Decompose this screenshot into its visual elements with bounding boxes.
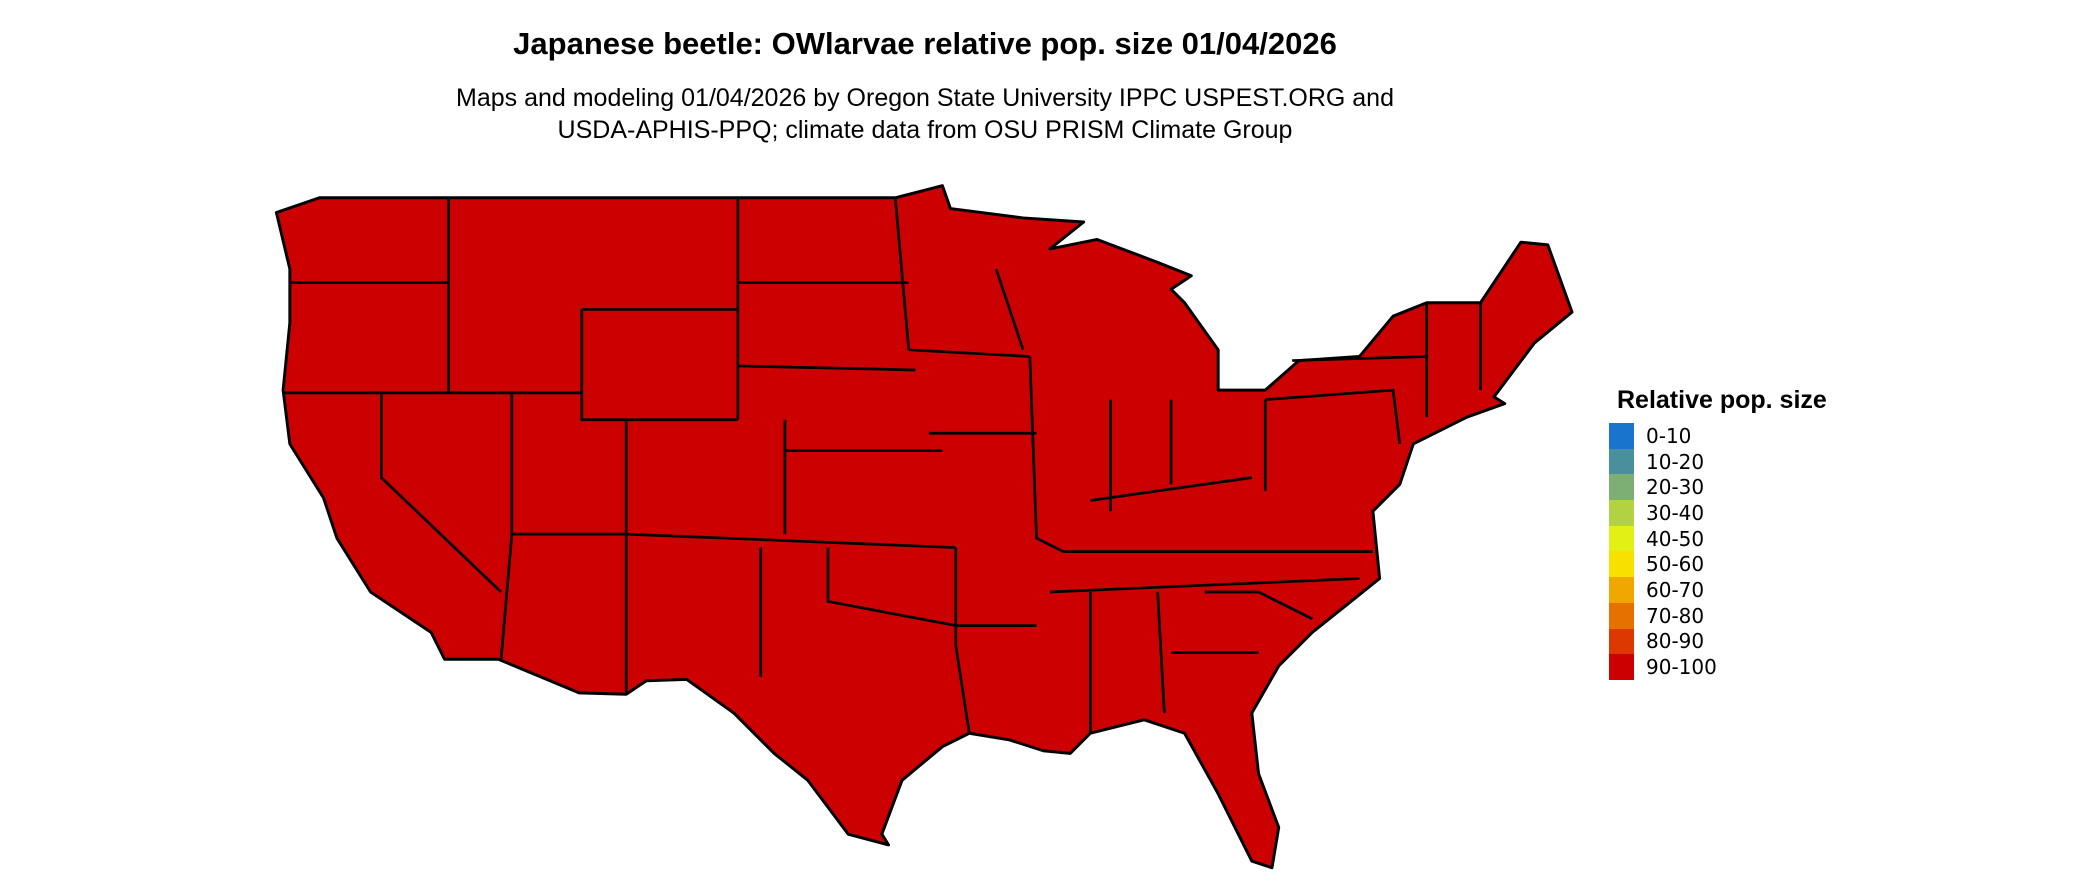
legend-swatch xyxy=(1609,474,1634,501)
legend-swatch xyxy=(1609,602,1634,629)
legend-item: 0-10 xyxy=(1609,423,1827,449)
legend-label: 50-60 xyxy=(1646,552,1705,577)
legend-title: Relative pop. size xyxy=(1617,386,1827,414)
legend-item: 30-40 xyxy=(1609,500,1827,526)
legend-item: 80-90 xyxy=(1609,628,1827,655)
map-subtitle-line1: Maps and modeling 01/04/2026 by Oregon S… xyxy=(456,84,1394,112)
conus-outline xyxy=(274,184,1574,870)
legend-item: 50-60 xyxy=(1609,551,1827,578)
legend-swatch xyxy=(1609,577,1634,603)
legend-label: 80-90 xyxy=(1646,629,1705,654)
legend-swatch xyxy=(1609,500,1634,526)
state-boundaries xyxy=(283,197,1482,734)
legend-item: 40-50 xyxy=(1609,525,1827,552)
legend-label: 90-100 xyxy=(1646,655,1717,680)
legend-item: 20-30 xyxy=(1609,474,1827,501)
legend-label: 10-20 xyxy=(1646,449,1705,474)
legend-label: 70-80 xyxy=(1646,603,1705,628)
legend-label: 0-10 xyxy=(1646,423,1692,448)
legend-swatch xyxy=(1609,654,1634,680)
legend-label: 40-50 xyxy=(1646,526,1705,551)
legend-item: 90-100 xyxy=(1609,654,1827,680)
legend: Relative pop. size 0-10 10-20 20-30 30-40 40… xyxy=(1609,386,1827,680)
legend-item: 70-80 xyxy=(1609,602,1827,629)
legend-label: 30-40 xyxy=(1646,500,1705,525)
map-subtitle-line2: USDA-APHIS-PPQ; climate data from OSU PR… xyxy=(557,116,1293,144)
legend-label: 60-70 xyxy=(1646,577,1705,602)
map-title: Japanese beetle: OWlarvae relative pop. … xyxy=(513,26,1337,61)
legend-item: 10-20 xyxy=(1609,448,1827,475)
legend-swatch xyxy=(1609,551,1634,578)
legend-swatch xyxy=(1609,525,1634,552)
legend-label: 20-30 xyxy=(1646,475,1705,500)
legend-item: 60-70 xyxy=(1609,577,1827,603)
legend-swatch xyxy=(1609,423,1634,449)
legend-swatch xyxy=(1609,448,1634,475)
legend-swatch xyxy=(1609,628,1634,655)
